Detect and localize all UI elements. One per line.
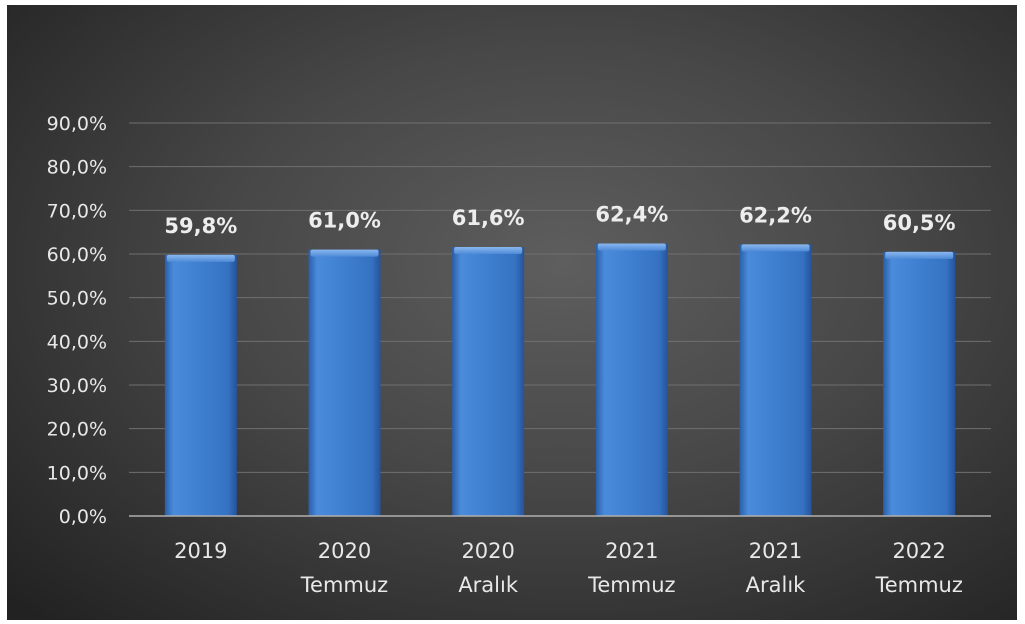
x-tick-label: Aralık — [746, 573, 807, 597]
y-tick-label: 50,0% — [47, 288, 107, 310]
data-label: 62,2% — [739, 203, 812, 227]
data-label: 62,4% — [595, 203, 668, 227]
x-tick-label: 2020 — [318, 539, 371, 563]
x-tick-label: 2021 — [749, 539, 802, 563]
bar — [883, 251, 956, 517]
x-axis-ticks: 2019 2020 Temmuz 2020 Aralık 2021 Temmuz 2021 Ar… — [174, 539, 963, 597]
y-tick-label: 70,0% — [47, 200, 107, 222]
data-label: 61,6% — [452, 206, 525, 230]
y-axis-ticks: 0,0% 10,0% 20,0% 30,0% 40,0% 50,0% 60,0% 70,0% 8… — [47, 113, 107, 528]
bar-cap — [310, 249, 379, 257]
x-tick-label: Aralık — [458, 573, 519, 597]
bar — [452, 247, 525, 516]
bar-body — [883, 251, 956, 517]
data-labels: 59,8% 61,0% 61,6% 62,4% 62,2% 60,5% — [164, 203, 955, 238]
data-label: 60,5% — [883, 211, 956, 235]
x-tick-label: Temmuz — [300, 573, 388, 597]
bar-body — [164, 254, 237, 516]
data-label: 59,8% — [164, 214, 237, 238]
y-tick-label: 60,0% — [47, 244, 107, 266]
bar — [164, 254, 237, 516]
y-tick-label: 20,0% — [47, 419, 107, 441]
y-tick-label: 10,0% — [47, 462, 107, 484]
bar-cap — [166, 254, 235, 262]
y-tick-label: 90,0% — [47, 113, 107, 135]
bar-cap — [885, 251, 954, 259]
x-tick-label: 2021 — [605, 539, 658, 563]
bar — [595, 243, 668, 516]
chart-area: 0,0% 10,0% 20,0% 30,0% 40,0% 50,0% 60,0% 70,0% 8… — [7, 5, 1017, 620]
x-tick-label: 2019 — [174, 539, 227, 563]
bar-body — [452, 247, 525, 516]
y-tick-label: 30,0% — [47, 375, 107, 397]
gridlines — [129, 122, 991, 473]
bar-body — [739, 244, 812, 517]
x-tick-label: Temmuz — [587, 573, 675, 597]
x-tick-label: 2022 — [892, 539, 945, 563]
bar-cap — [741, 244, 810, 252]
bar-body — [595, 243, 668, 516]
y-tick-label: 80,0% — [47, 157, 107, 179]
bars — [164, 243, 956, 517]
bar — [308, 249, 381, 516]
bar-chart: 0,0% 10,0% 20,0% 30,0% 40,0% 50,0% 60,0% 70,0% 8… — [47, 113, 991, 597]
data-label: 61,0% — [308, 209, 381, 233]
bar-cap — [454, 247, 523, 255]
x-tick-label: 2020 — [461, 539, 514, 563]
bar-body — [308, 249, 381, 516]
y-tick-label: 0,0% — [59, 506, 107, 528]
x-tick-label: Temmuz — [874, 573, 962, 597]
y-tick-label: 40,0% — [47, 331, 107, 353]
bar — [739, 244, 812, 517]
bar-cap — [597, 243, 666, 251]
